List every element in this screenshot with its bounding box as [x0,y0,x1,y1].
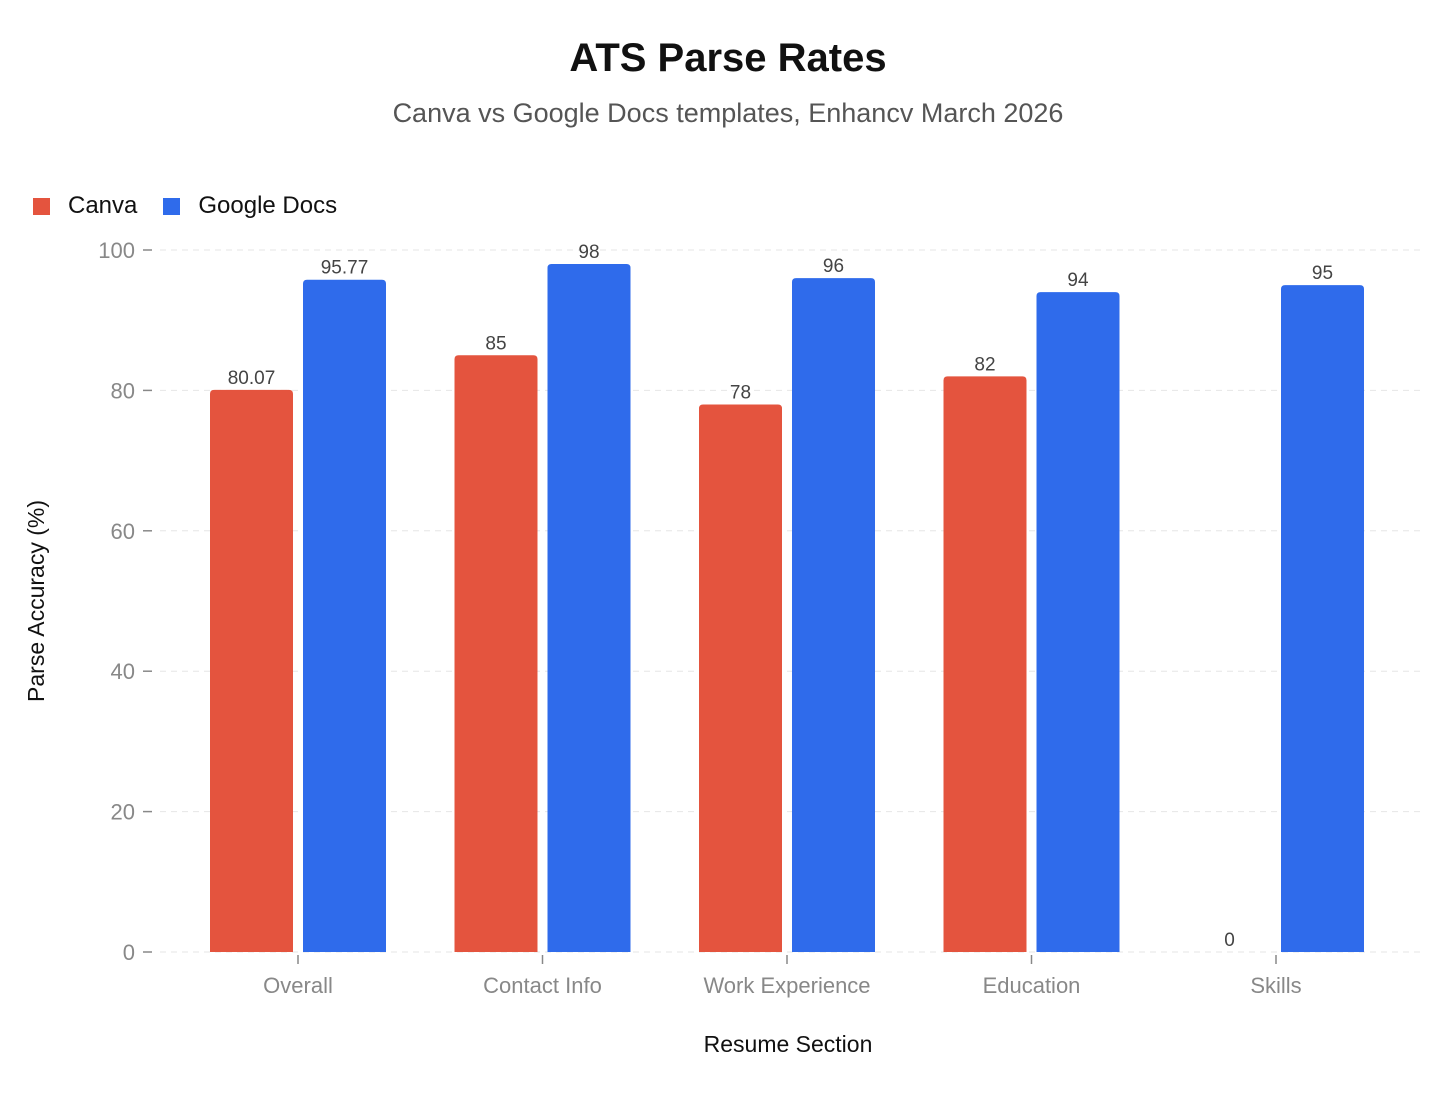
bar-canva[interactable] [210,389,293,953]
x-axis: Overall Contact Info Work Experience Educat… [263,955,1302,998]
legend-item-google-docs[interactable]: Google Docs [163,192,337,220]
legend-swatch-canva [33,197,50,215]
bar-google-docs[interactable] [547,264,631,952]
bar-canva[interactable] [699,404,782,952]
bar-label-canva: 85 [485,333,506,354]
x-tick-label: Contact Info [483,973,602,998]
bar-value-labels: 80.07 85 78 82 0 95.77 98 96 94 95 [228,242,1333,951]
bar-label-canva: 0 [1224,930,1235,951]
legend-label-canva: Canva [68,192,138,219]
legend: Canva Google Docs [33,192,363,220]
legend-swatch-google-docs [163,197,181,215]
y-axis: 0 20 40 60 80 100 [98,238,152,965]
bar-label-google-docs: 95 [1312,263,1333,284]
y-tick-label: 20 [111,800,135,825]
y-tick-label: 40 [111,659,135,684]
y-axis-title: Parse Accuracy (%) [23,500,49,702]
x-tick-label: Skills [1250,973,1301,998]
bar-canva[interactable] [943,376,1027,952]
legend-item-canva[interactable]: Canva [33,192,137,220]
bar-label-canva: 78 [730,382,751,403]
bar-label-google-docs: 95.77 [321,258,369,279]
bar-label-google-docs: 96 [823,256,844,277]
bar-google-docs[interactable] [1036,292,1120,952]
y-tick-label: 0 [123,940,135,965]
legend-label-google-docs: Google Docs [198,192,338,219]
bars [210,264,1364,953]
bar-label-canva: 80.07 [228,368,276,389]
bar-google-docs[interactable] [1281,285,1364,953]
y-tick-label: 60 [111,519,135,544]
chart-subtitle: Canva vs Google Docs templates, Enhancv … [392,98,1064,128]
x-tick-label: Overall [263,973,333,998]
bar-label-google-docs: 94 [1067,270,1089,291]
x-tick-label: Work Experience [703,973,870,998]
bar-google-docs[interactable] [303,279,386,953]
x-axis-title: Resume Section [704,1031,873,1057]
chart-title: ATS Parse Rates [569,36,887,80]
bar-label-google-docs: 98 [578,242,599,263]
bar-google-docs[interactable] [792,278,875,953]
y-tick-label: 80 [111,378,135,403]
x-tick-label: Education [983,973,1081,998]
bar-label-canva: 82 [974,354,995,375]
bar-canva[interactable] [454,355,538,952]
y-tick-label: 100 [98,238,135,263]
